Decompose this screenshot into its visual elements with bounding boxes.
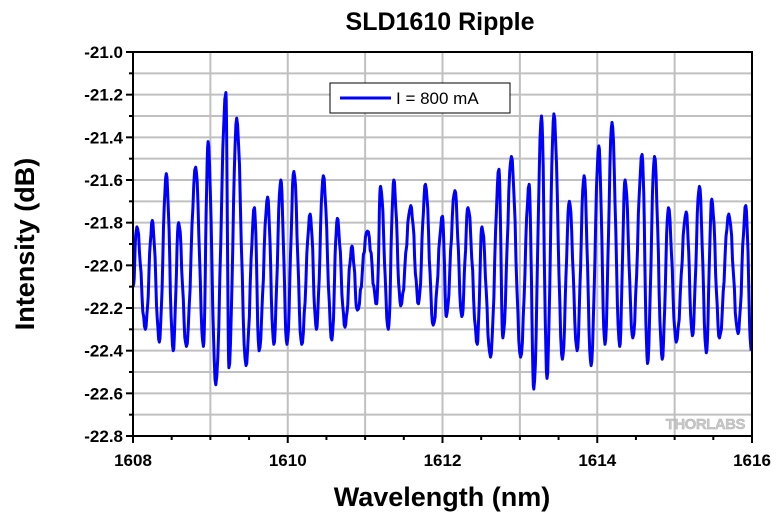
y-tick-label: -21.6 bbox=[84, 171, 123, 190]
x-tick-label: 1610 bbox=[269, 451, 307, 470]
y-tick-label: -22.4 bbox=[84, 342, 123, 361]
y-tick-label: -22.2 bbox=[84, 299, 123, 318]
plot-area bbox=[131, 91, 753, 391]
y-axis-label: Intensity (dB) bbox=[10, 158, 40, 331]
legend-label: I = 800 mA bbox=[396, 89, 479, 108]
legend: I = 800 mA bbox=[329, 82, 511, 114]
x-tick-label: 1614 bbox=[578, 451, 616, 470]
y-tick-labels: -21.0 -21.2 -21.4 -21.6 -21.8 -22.0 -22.2 -22.4… bbox=[84, 43, 123, 446]
svg-text:THORLABS: THORLABS bbox=[666, 416, 746, 433]
axis-ticks bbox=[126, 51, 753, 443]
y-tick-label: -22.8 bbox=[84, 427, 123, 446]
y-tick-label: -22.0 bbox=[84, 256, 123, 275]
chart-title: SLD1610 Ripple bbox=[346, 8, 535, 36]
x-tick-label: 1616 bbox=[733, 451, 771, 470]
thorlabs-watermark: THORLABS bbox=[665, 416, 746, 433]
y-tick-label: -21.2 bbox=[84, 86, 123, 105]
y-tick-label: -22.6 bbox=[84, 384, 123, 403]
x-tick-label: 1612 bbox=[424, 451, 462, 470]
grid bbox=[133, 52, 752, 436]
y-tick-label: -21.4 bbox=[84, 128, 123, 147]
x-tick-label: 1608 bbox=[114, 451, 152, 470]
x-tick-labels: 1608 1610 1612 1614 1616 bbox=[114, 451, 771, 470]
x-axis-label: Wavelength (nm) bbox=[334, 482, 551, 512]
y-tick-label: -21.8 bbox=[84, 214, 123, 233]
y-tick-label: -21.0 bbox=[84, 43, 123, 62]
